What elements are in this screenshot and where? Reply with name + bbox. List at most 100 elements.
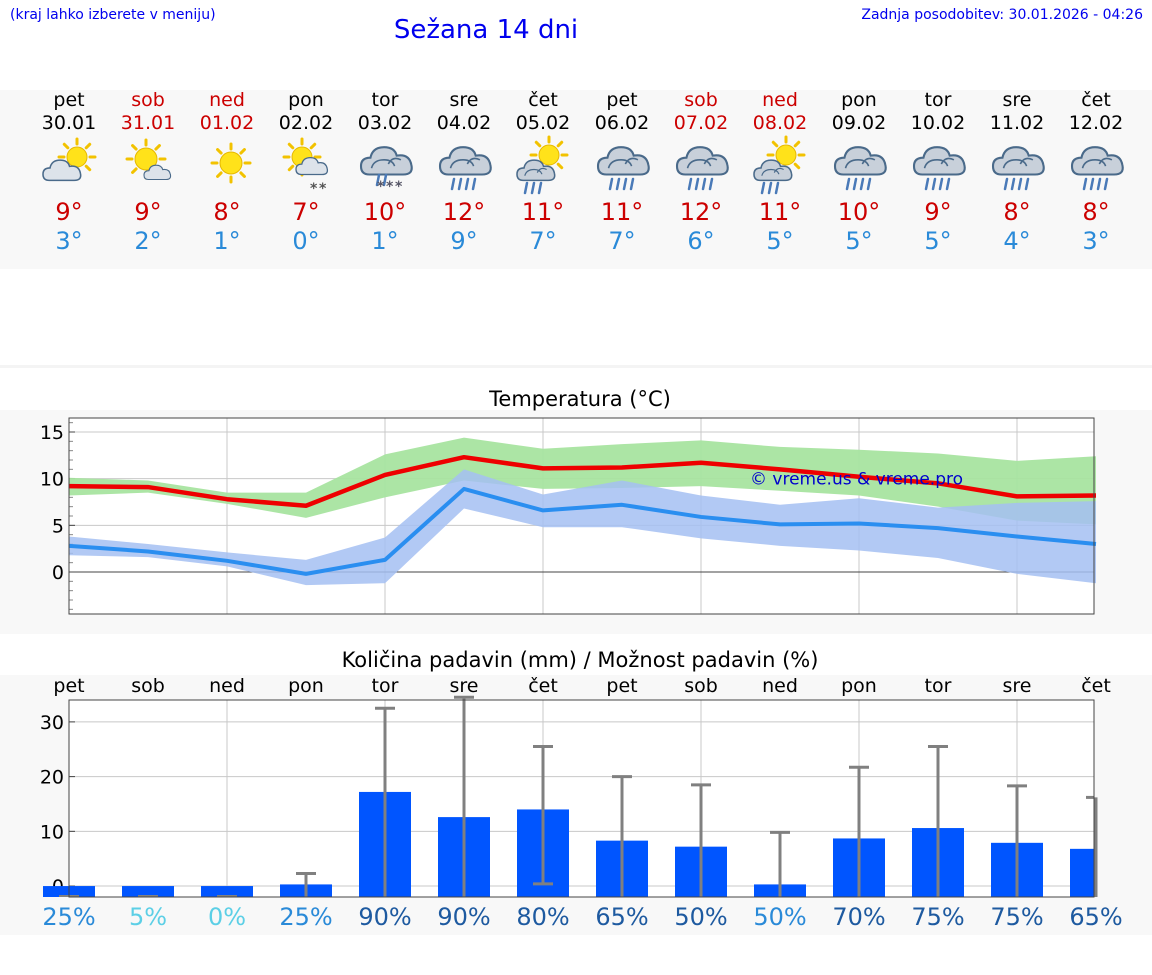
cloud-detail — [761, 168, 780, 176]
cloud-outline — [912, 146, 966, 176]
cloud-detail — [607, 159, 633, 169]
min-temperature: 5° — [924, 227, 952, 255]
cloud-detail — [773, 167, 784, 173]
sun-disc — [134, 147, 158, 171]
x-tick-label: tor — [371, 675, 399, 697]
day-date: 12.02 — [1068, 112, 1124, 134]
max-temperature: 8° — [213, 198, 241, 226]
cloud-detail — [624, 157, 639, 165]
rain-drop — [450, 177, 456, 191]
snow-flake: * — [377, 179, 385, 195]
cloud-rain-icon — [596, 146, 650, 191]
max-temperature: 12° — [442, 198, 486, 226]
cloud-snow-rain-icon: * * * — [359, 146, 413, 195]
day-name: tor — [371, 89, 399, 111]
rain-drop — [615, 177, 621, 191]
day-name: sre — [449, 89, 479, 111]
rain-drop — [852, 177, 858, 191]
day-date: 03.02 — [357, 112, 413, 134]
rain-drop — [694, 177, 700, 191]
min-temperature: 7° — [529, 227, 557, 255]
max-temperature: 10° — [837, 198, 881, 226]
cloud-outline — [1070, 146, 1124, 176]
min-temperature: 3° — [1082, 227, 1110, 255]
sun-ray — [62, 142, 70, 150]
min-temperature: 3° — [55, 227, 83, 255]
min-temperature: 7° — [608, 227, 636, 255]
plot-frame — [68, 417, 1095, 615]
y-tick-label: 0 — [52, 562, 64, 584]
cloud-detail — [524, 168, 543, 176]
sun-cloud-rain-icon — [753, 135, 806, 195]
cloud-shape — [295, 156, 329, 176]
x-tick-label: sre — [1002, 675, 1032, 697]
max-temperature: 11° — [758, 198, 802, 226]
max-temperature: 10° — [363, 198, 407, 226]
y-tick-label: 15 — [40, 422, 64, 444]
x-tick-label: pet — [606, 675, 638, 697]
x-tick-label: pon — [841, 675, 877, 697]
sun-ray — [216, 148, 223, 155]
min-temperature: 9° — [450, 227, 478, 255]
max-temperature: 8° — [1003, 198, 1031, 226]
x-tick-label: ned — [209, 675, 245, 697]
cloud-outline — [143, 164, 172, 181]
cloud-rain-icon — [1070, 146, 1124, 191]
snow-flake: * — [395, 179, 403, 195]
x-tick-label: ned — [762, 675, 798, 697]
day-name: ned — [209, 89, 245, 111]
day-name: ned — [762, 89, 798, 111]
sun-small-cloud-icon — [125, 138, 172, 181]
precipitation-probability: 65% — [595, 903, 649, 931]
rain-drop — [464, 177, 470, 191]
max-temperature: 7° — [292, 198, 320, 226]
rain-drop — [859, 177, 865, 191]
sun-ray — [556, 162, 564, 170]
x-tick-label: sob — [131, 675, 165, 697]
precipitation-probability: 50% — [753, 903, 807, 931]
rain-drop — [537, 181, 543, 195]
y-tick-label: 10 — [40, 469, 64, 491]
max-temperature-line — [68, 454, 1097, 508]
precipitation-probability: 90% — [358, 903, 412, 931]
rain-drop — [457, 177, 463, 191]
cloud-outline — [596, 146, 650, 176]
sun-shape — [210, 142, 252, 184]
cloud-shape — [516, 159, 556, 182]
temperature-chart: 0 5 10 15 © vreme.us & vreme.pro — [40, 417, 1097, 615]
x-tick-label: tor — [924, 675, 952, 697]
day-date: 01.02 — [199, 112, 255, 134]
snow-flake: * — [386, 179, 394, 195]
day-date: 02.02 — [278, 112, 334, 134]
rain-drop — [760, 181, 766, 195]
sun-ray — [771, 140, 779, 148]
sun-cloud-icon — [42, 137, 97, 182]
cloud-outline — [516, 159, 556, 182]
sun-disc — [66, 146, 88, 168]
rain-drop — [471, 177, 477, 191]
rain-drop — [924, 177, 930, 191]
precipitation-bar — [122, 886, 174, 897]
sun-cloud-rain-icon — [516, 135, 569, 195]
cloud-shape — [833, 146, 887, 176]
sun-ray — [239, 148, 246, 155]
max-temperature: 11° — [521, 198, 565, 226]
y-tick-label: 10 — [40, 821, 64, 843]
precipitation-probability: 25% — [279, 903, 333, 931]
day-date: 04.02 — [436, 112, 492, 134]
max-temperature: 12° — [679, 198, 723, 226]
cloud-shape — [42, 159, 82, 182]
cloud-rain-icon — [833, 146, 887, 191]
cloud-shape — [359, 146, 413, 176]
day-date: 05.02 — [515, 112, 571, 134]
precipitation-probability: 70% — [832, 903, 886, 931]
y-tick-label: 30 — [40, 712, 64, 734]
day-date: 08.02 — [752, 112, 808, 134]
x-tick-label: pet — [53, 675, 85, 697]
precipitation-probability: 0% — [207, 903, 247, 931]
rain-drop — [931, 177, 937, 191]
cloud-shape — [596, 146, 650, 176]
sun-ray — [154, 144, 161, 151]
day-name: čet — [1081, 89, 1111, 111]
rain-drop — [708, 177, 714, 191]
